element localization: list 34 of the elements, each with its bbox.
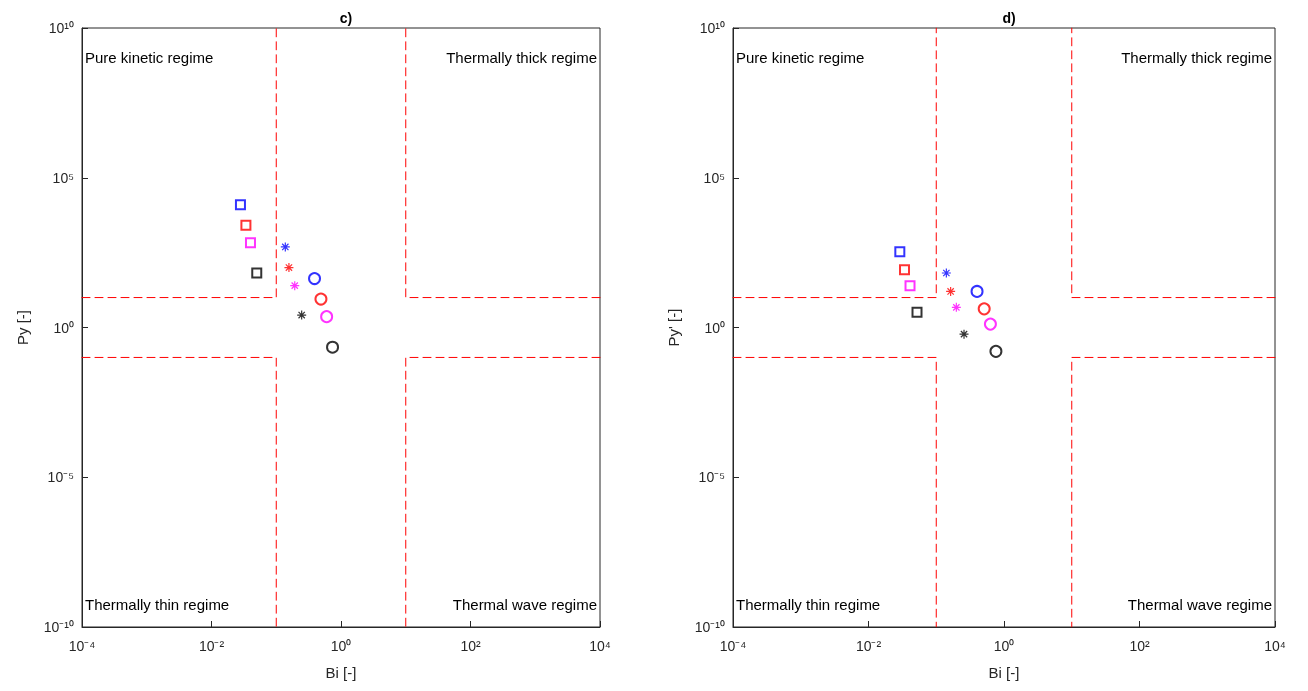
annotation: Thermally thick regime bbox=[446, 49, 597, 66]
y-axis-title: Py' [-] bbox=[665, 308, 682, 347]
annotation: Thermally thin regime bbox=[736, 596, 881, 613]
y-tick-label: 10⁰ bbox=[704, 319, 725, 336]
annotation: Thermally thin regime bbox=[85, 596, 230, 613]
y-tick-label: 10⁵ bbox=[703, 169, 725, 186]
annotation: Thermal wave regime bbox=[452, 596, 597, 613]
annotation: Thermal wave regime bbox=[1127, 596, 1272, 613]
y-tick-label: 10¹⁰ bbox=[48, 20, 74, 36]
y-tick-label: 10¹⁰ bbox=[699, 20, 725, 36]
chart-title: c) bbox=[339, 10, 353, 26]
x-tick-label: 10⁻² bbox=[855, 638, 882, 654]
y-tick-label: 10⁵ bbox=[52, 169, 74, 186]
y-tick-label: 10⁻¹⁰ bbox=[694, 619, 725, 635]
y-tick-label: 10⁰ bbox=[53, 319, 74, 336]
annotation: Pure kinetic regime bbox=[85, 49, 214, 66]
x-tick-label: 10² bbox=[1129, 638, 1150, 654]
y-tick-label: 10⁻¹⁰ bbox=[43, 619, 74, 635]
y-tick-label: 10⁻⁵ bbox=[698, 469, 725, 486]
y-tick-label: 10⁻⁵ bbox=[47, 469, 74, 486]
annotation: Pure kinetic regime bbox=[736, 49, 865, 66]
x-axis-title: Bi [-] bbox=[325, 664, 357, 681]
x-tick-label: 10⁻⁴ bbox=[719, 638, 747, 654]
x-tick-label: 10⁴ bbox=[1264, 638, 1286, 654]
y-axis-title: Py [-] bbox=[14, 309, 31, 346]
x-tick-label: 10⁻⁴ bbox=[68, 638, 96, 654]
x-tick-label: 10² bbox=[460, 638, 481, 654]
x-tick-label: 10⁻² bbox=[198, 638, 225, 654]
x-tick-label: 10⁴ bbox=[589, 638, 611, 654]
x-tick-label: 10⁰ bbox=[330, 638, 352, 654]
chart-title: d) bbox=[1002, 10, 1016, 26]
x-tick-label: 10⁰ bbox=[993, 638, 1015, 654]
annotation: Thermally thick regime bbox=[1121, 49, 1272, 66]
x-axis-title: Bi [-] bbox=[988, 664, 1020, 681]
